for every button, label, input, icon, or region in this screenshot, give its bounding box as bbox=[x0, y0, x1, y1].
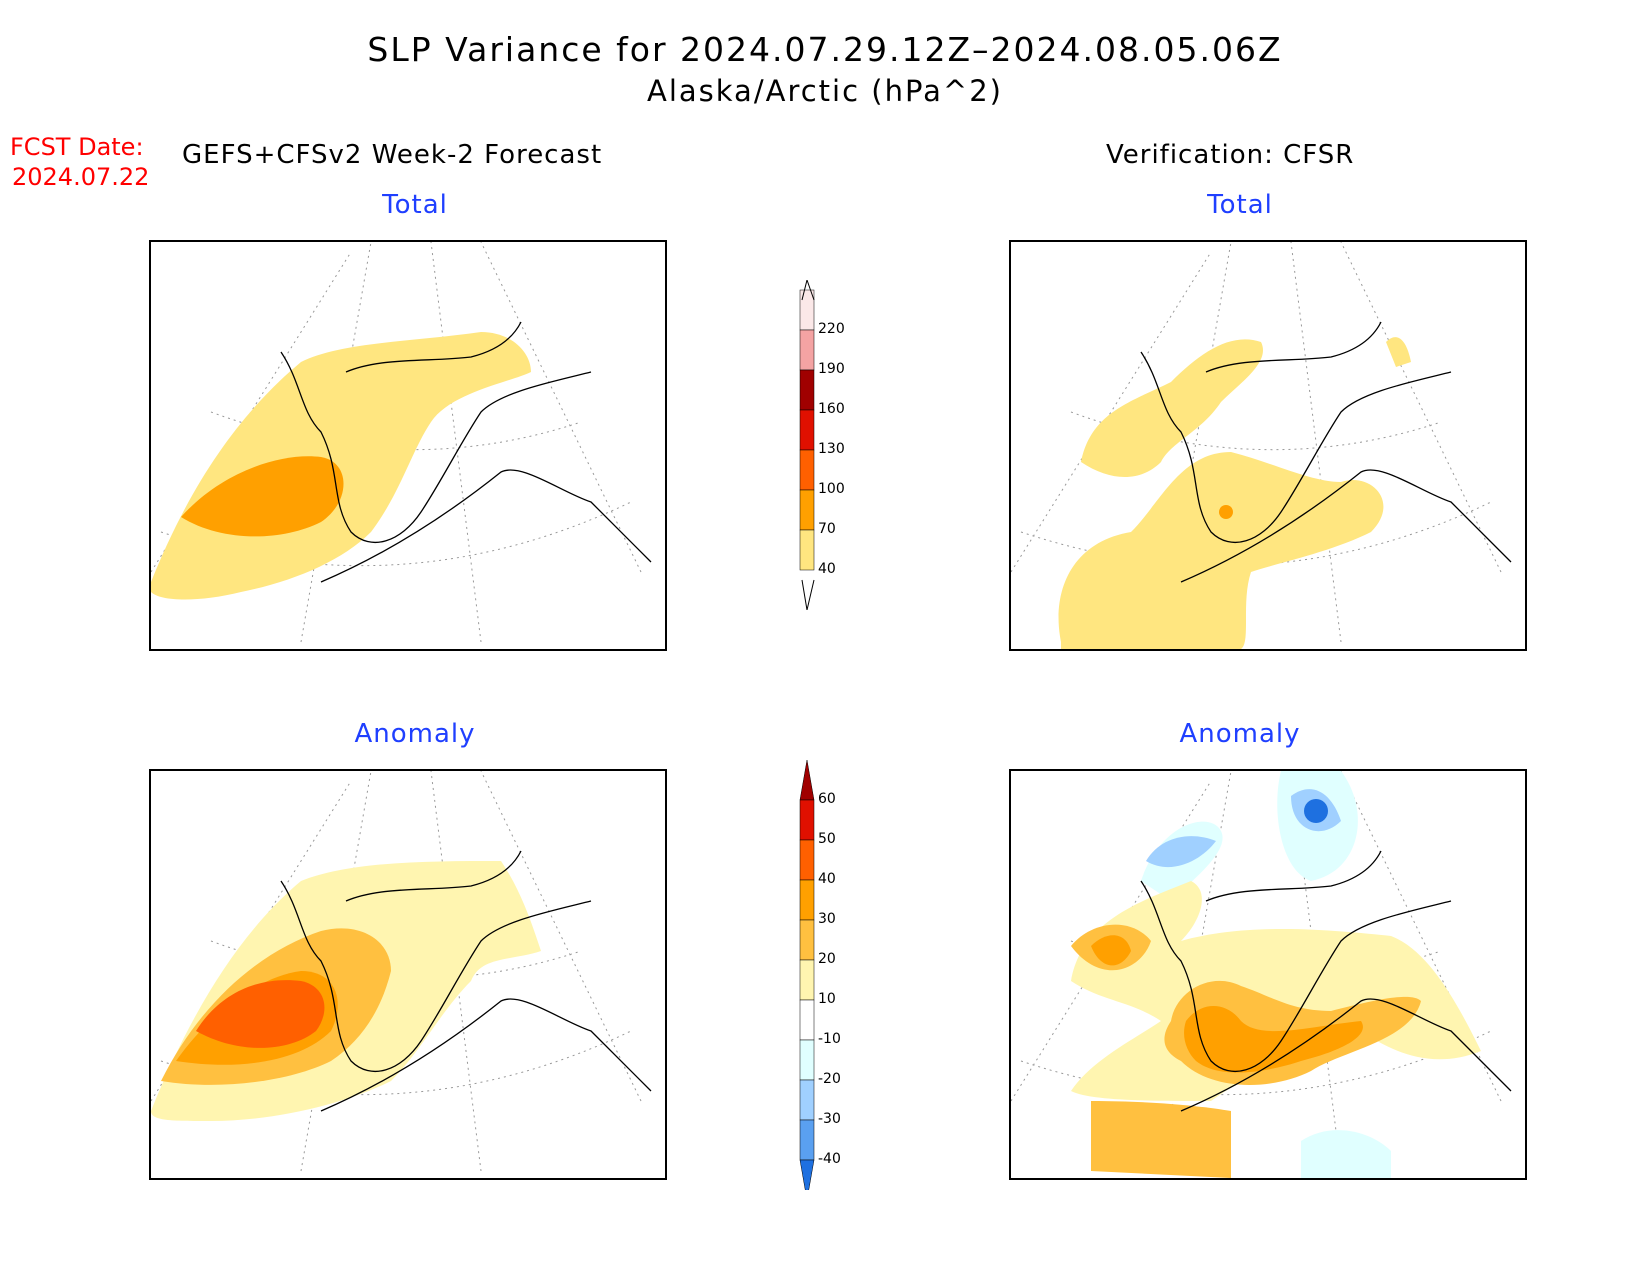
colorbar-swatch bbox=[799, 799, 815, 841]
colorbar-tick-label: 190 bbox=[818, 361, 845, 377]
anomaly-contour-30-west bbox=[1091, 935, 1131, 966]
anomaly-contour-20-south bbox=[1091, 1101, 1231, 1178]
anomaly-contour-40 bbox=[196, 980, 325, 1048]
colorbar-tick-label: 10 bbox=[818, 991, 836, 1007]
colorbar-tick-label: 160 bbox=[818, 401, 845, 417]
colorbar-tick-label: 40 bbox=[818, 561, 836, 577]
colorbar-tick-label: 70 bbox=[818, 521, 836, 537]
anomaly-contour-neg10-south bbox=[1301, 1130, 1391, 1178]
verification-total-map bbox=[1009, 240, 1527, 651]
colorbar-swatch bbox=[799, 879, 815, 921]
colorbar-swatch bbox=[799, 1119, 815, 1161]
colorbar-tick-label: 20 bbox=[818, 951, 836, 967]
colorbar-tick-label: -40 bbox=[818, 1151, 841, 1167]
forecast-anomaly-title: Anomaly bbox=[354, 719, 476, 749]
colorbar-swatch bbox=[799, 1079, 815, 1121]
verification-header: Verification: CFSR bbox=[1106, 140, 1355, 170]
fcst-date-label: FCST Date: bbox=[10, 133, 144, 161]
anomaly-contour-30 bbox=[1184, 1006, 1363, 1073]
colorbar-anomaly: 60 50 40 30 20 10 -10 -20 -30 -40 bbox=[790, 759, 880, 1201]
forecast-anomaly-map bbox=[149, 769, 667, 1180]
colorbar-tick-label: -20 bbox=[818, 1071, 841, 1087]
colorbar-swatch bbox=[799, 1159, 815, 1201]
colorbar-swatch bbox=[799, 329, 815, 371]
verification-anomaly-title: Anomaly bbox=[1179, 719, 1301, 749]
variance-contour-40 bbox=[1081, 339, 1263, 477]
colorbar-total-arrow-bottom bbox=[801, 579, 815, 611]
forecast-total-map bbox=[149, 240, 667, 651]
coastline bbox=[280, 321, 652, 583]
colorbar-swatch bbox=[799, 1039, 815, 1081]
forecast-header: GEFS+CFSv2 Week-2 Forecast bbox=[182, 140, 603, 170]
verification-anomaly-map bbox=[1009, 769, 1527, 1180]
colorbar-tick-label: -30 bbox=[818, 1111, 841, 1127]
colorbar-anomaly-boxes bbox=[799, 759, 815, 1201]
variance-contour-40 bbox=[151, 332, 531, 600]
colorbar-swatch bbox=[799, 999, 815, 1041]
colorbar-tick-label: 40 bbox=[818, 871, 836, 887]
colorbar-swatch bbox=[799, 529, 815, 571]
coastline bbox=[1140, 321, 1512, 583]
colorbar-tick-label: 220 bbox=[818, 321, 845, 337]
coastline bbox=[280, 850, 652, 1112]
colorbar-swatch bbox=[799, 289, 815, 331]
variance-contour-70 bbox=[1219, 505, 1233, 519]
colorbar-swatch bbox=[799, 839, 815, 881]
figure-title: SLP Variance for 2024.07.29.12Z–2024.08.… bbox=[367, 30, 1283, 69]
colorbar-total-boxes bbox=[799, 289, 815, 571]
coastline bbox=[1140, 850, 1512, 1112]
variance-contour-40-east bbox=[1386, 337, 1411, 367]
colorbar-swatch bbox=[799, 759, 815, 801]
anomaly-contour-neg20-north bbox=[1146, 836, 1216, 868]
forecast-total-title: Total bbox=[382, 190, 448, 220]
variance-contour-40-south bbox=[1058, 452, 1384, 649]
colorbar-swatch bbox=[799, 449, 815, 491]
colorbar-swatch bbox=[799, 919, 815, 961]
colorbar-tick-label: 100 bbox=[818, 481, 845, 497]
colorbar-tick-label: 130 bbox=[818, 441, 845, 457]
figure-subtitle: Alaska/Arctic (hPa^2) bbox=[647, 74, 1003, 108]
colorbar-swatch bbox=[799, 959, 815, 1001]
variance-contour-70 bbox=[181, 456, 344, 537]
colorbar-swatch bbox=[799, 489, 815, 531]
verification-total-title: Total bbox=[1207, 190, 1273, 220]
colorbar-tick-label: 50 bbox=[818, 831, 836, 847]
colorbar-total: 220 190 160 130 100 70 40 bbox=[790, 279, 880, 611]
colorbar-swatch bbox=[799, 369, 815, 411]
colorbar-swatch bbox=[799, 409, 815, 451]
colorbar-total-arrow-top bbox=[801, 279, 815, 301]
colorbar-tick-label: 60 bbox=[818, 791, 836, 807]
fcst-date-value: 2024.07.22 bbox=[12, 163, 150, 191]
anomaly-contour-neg40-ne bbox=[1304, 799, 1328, 823]
colorbar-tick-label: 30 bbox=[818, 911, 836, 927]
colorbar-tick-label: -10 bbox=[818, 1031, 841, 1047]
